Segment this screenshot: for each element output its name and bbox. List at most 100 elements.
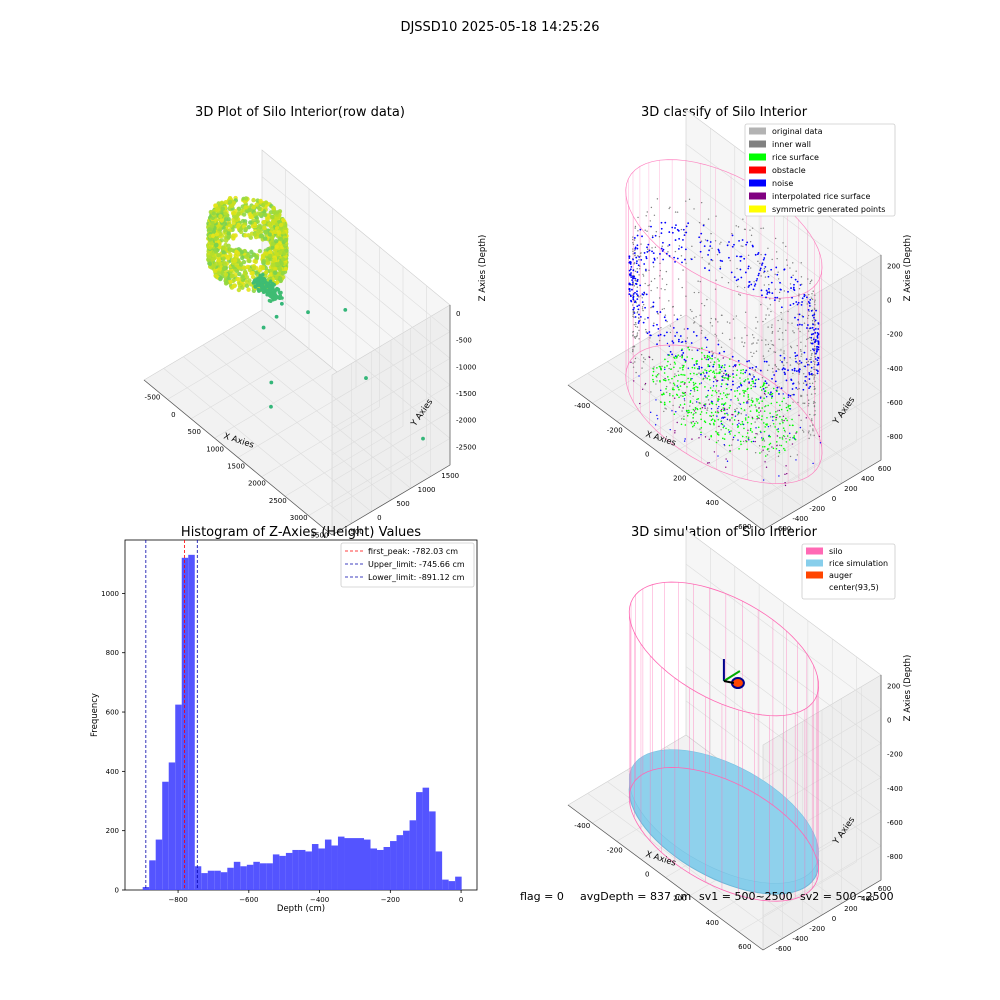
noise-point (631, 281, 634, 284)
noise-point (646, 251, 649, 253)
rice-surface-point (692, 408, 695, 411)
noise-point (732, 366, 734, 368)
rice-surface-point (746, 421, 749, 424)
rice-surface-point (762, 422, 765, 424)
noise-point (789, 432, 791, 435)
inner-wall-point (809, 349, 812, 352)
noise-point (677, 340, 680, 343)
rice-surface-point (719, 368, 722, 371)
inner-wall-point (651, 235, 654, 237)
inner-wall-point (775, 251, 778, 253)
noise-point (734, 415, 737, 417)
inner-wall-point (811, 418, 813, 420)
noise-point (809, 385, 812, 388)
inner-wall-point (814, 299, 816, 301)
inner-wall-point (768, 283, 770, 286)
inner-wall-point (766, 369, 769, 372)
inner-wall-point (781, 436, 784, 439)
noise-point (813, 349, 815, 352)
rice-surface-point (721, 398, 723, 400)
inner-wall-point (777, 271, 779, 273)
z-tick-label: -200 (887, 331, 903, 339)
inner-wall-point (642, 303, 645, 306)
inner-wall-point (805, 294, 807, 297)
raw-point (239, 250, 244, 255)
noise-point (813, 316, 815, 319)
rice-surface-point (785, 441, 788, 443)
rice-surface-point (718, 360, 720, 362)
raw-point (271, 262, 276, 267)
noise-point (748, 360, 750, 362)
legend-frame (744, 123, 896, 217)
inner-wall-point (812, 428, 814, 430)
raw-point (219, 200, 225, 206)
noise-point (645, 293, 648, 296)
rice-surface-point (748, 398, 750, 401)
inner-wall-point (741, 337, 743, 339)
noise-point (812, 323, 815, 326)
inner-wall-point (658, 339, 661, 342)
inner-wall-point (648, 225, 650, 228)
inner-wall-point (695, 316, 697, 318)
inner-wall-point (701, 329, 703, 332)
rice-surface-point (775, 418, 777, 421)
rice-surface-point (723, 438, 726, 440)
rice-surface-point (729, 433, 731, 435)
rice-surface-point (673, 384, 676, 386)
inner-wall-point (632, 250, 634, 253)
rice-surface-point (717, 399, 719, 402)
raw-point (269, 226, 275, 232)
inner-wall-point (807, 405, 809, 407)
rice-surface-point (700, 418, 702, 421)
raw-point (216, 270, 221, 275)
noise-point (661, 250, 664, 252)
inner-wall-point (768, 314, 770, 316)
inner-wall-point (680, 395, 682, 397)
rice-surface-point (794, 438, 797, 441)
noise-point (796, 354, 799, 357)
inner-wall-point (693, 412, 695, 415)
noise-point (816, 349, 818, 351)
noise-point (808, 372, 811, 374)
noise-point (664, 221, 667, 224)
inner-wall-point (792, 274, 794, 277)
noise-point (759, 410, 762, 412)
y-axis-line (331, 464, 451, 536)
rice-surface-point (715, 441, 718, 444)
inner-wall-point (721, 332, 724, 334)
rice-surface-point (780, 408, 783, 411)
inner-wall-point (640, 243, 642, 245)
noise-point (712, 385, 715, 387)
inner-wall-point (688, 198, 691, 201)
noise-point (657, 327, 660, 330)
noise-point (660, 227, 663, 230)
inner-wall-point (699, 314, 701, 316)
noise-point (707, 389, 710, 392)
rice-surface-point (679, 367, 681, 369)
inner-wall-point (676, 211, 679, 213)
inner-wall-point (767, 343, 770, 346)
rice-surface-point (718, 363, 720, 366)
rice-surface-point (664, 403, 666, 405)
rice-surface-point (691, 357, 694, 360)
rice-surface-point (696, 407, 698, 410)
histogram-bar (201, 873, 208, 890)
rice-surface-point (710, 434, 713, 437)
inner-wall-point (755, 350, 758, 352)
z-tick-label: -500 (456, 337, 472, 345)
inner-wall-point (683, 399, 686, 402)
rice-surface-point (734, 434, 736, 437)
inner-wall-point (805, 361, 808, 364)
rice-surface-point (779, 415, 781, 418)
rice-surface-point (759, 430, 762, 433)
inner-wall-point (632, 331, 634, 333)
inner-wall-point (761, 339, 763, 341)
noise-point (789, 304, 792, 307)
noise-point (750, 283, 753, 286)
inner-wall-point (737, 414, 739, 416)
inner-wall-point (634, 361, 636, 363)
rice-surface-point (663, 401, 666, 404)
raw-point (264, 284, 268, 289)
